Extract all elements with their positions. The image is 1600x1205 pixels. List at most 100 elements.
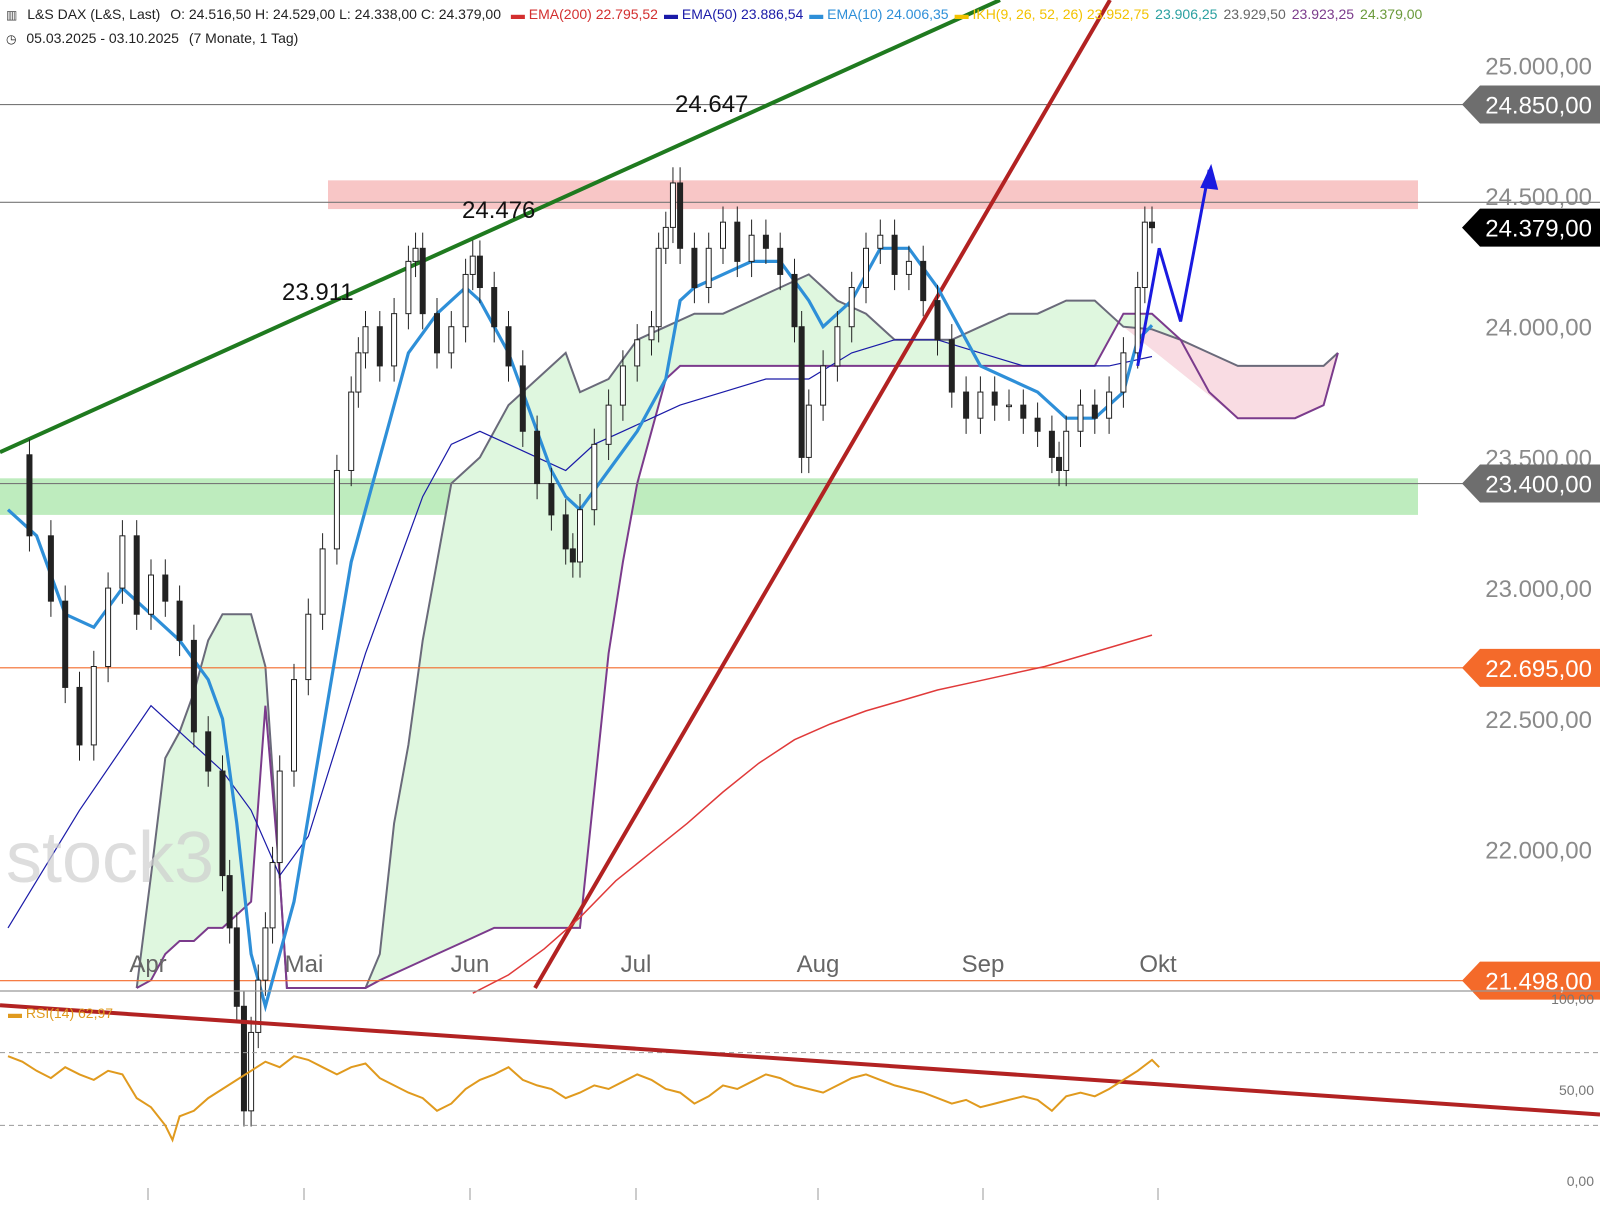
price-badge [1462,208,1600,247]
candle-body [276,770,283,864]
indicator-readout-1: ▬ EMA(50) 23.886,54 [663,6,804,22]
rsi-tick-label: 50,00 [1559,1082,1594,1098]
candle-body [820,365,827,406]
price-tick-label: 22.000,00 [1485,837,1592,864]
price-tick-label: 23.000,00 [1485,576,1592,603]
candle-body [26,454,33,537]
price-tick-label: 25.000,00 [1485,53,1592,80]
month-label-Apr: Apr [129,951,166,978]
candle-body [848,287,855,328]
candle-body [934,300,941,341]
candle-body [920,260,927,302]
candle-body [1048,430,1055,458]
price-tick-label: 24.500,00 [1485,184,1592,211]
candle-body [219,770,226,877]
candle-body [1149,221,1155,229]
rsi-tick-label: 0,00 [1567,1173,1594,1189]
candle-body [348,391,355,471]
candle-body [669,182,676,228]
candle-body [777,247,784,275]
candle-body [205,731,212,772]
candle-body [1006,404,1012,408]
candle-body [762,234,769,249]
candle-body [791,273,798,328]
candle-body [305,613,312,681]
candle-body [734,221,741,262]
candle-body [240,1005,247,1112]
annotation-24.476: 24.476 [462,197,535,224]
ikh-value-1: 23.929,50 [1223,6,1286,22]
indicator-readout-2: ▬ EMA(10) 24.006,35 [809,6,949,22]
candle-body [1091,404,1098,419]
date-range-note: (7 Monate, 1 Tag) [188,30,299,46]
candle-body [469,255,476,275]
candle-body [319,548,326,615]
ikh-value-2: 23.923,25 [1291,6,1355,22]
candle-body [691,247,698,289]
candle-body [491,287,498,328]
ichimoku-cloud-bull [136,274,1238,988]
trendline-green [0,0,1001,455]
ichimoku-span-b [136,312,1339,989]
candle-body [291,679,297,772]
price-tick-label: 24.000,00 [1485,315,1592,342]
candle-body [62,600,69,688]
candle-body [162,574,169,602]
candle-body [963,391,970,419]
month-label-Okt: Okt [1139,951,1177,978]
ohlc-readout: O: 24.516,50 H: 24.529,00 L: 24.338,00 C… [170,6,501,22]
rsi-trendline [0,1003,1600,1117]
candle-body [748,234,755,262]
candle-body [877,234,884,249]
candle-body [1077,404,1084,432]
candle-body [662,226,669,249]
candle-body [948,339,955,393]
candle-body [376,326,383,367]
watermark: stock3 [6,818,214,898]
candle-body [891,234,898,275]
candle-body [362,326,369,354]
candle-body [977,391,984,419]
annotation-23.911: 23.911 [282,279,354,306]
candle-body [534,430,541,485]
candle-body [519,365,526,432]
candle-body [1056,456,1063,471]
date-range: 05.03.2025 - 03.10.2025 [26,30,179,46]
candle-body [90,666,97,746]
candle-body [119,535,126,589]
candle-body [1134,287,1141,354]
chart-type-icon[interactable]: ▥ [6,8,18,22]
candle-body [262,927,269,981]
candle-body [355,352,362,393]
ichimoku-span-a [135,273,1339,989]
ema10-line [6,246,1154,1013]
month-label-Sep: Sep [962,951,1005,978]
candle-body [1106,391,1113,419]
candle-body [462,273,469,328]
candle-body [47,535,54,602]
candle-body [1141,221,1148,289]
candle-body [562,514,569,550]
candle-body [720,221,726,249]
forecast-arrowhead [1200,163,1219,190]
candle-body [476,255,483,289]
candle-body [805,404,812,458]
candle-body [634,339,641,367]
price-badge-label: 24.850,00 [1485,93,1592,120]
month-label-Aug: Aug [797,951,840,978]
candle-body [1120,352,1127,393]
candle-body [798,326,805,458]
chart-header: ▥ L&S DAX (L&S, Last) O: 24.516,50 H: 24… [6,6,1434,22]
clock-icon: ◷ [6,32,17,46]
candle-body [233,927,240,1007]
candle-body [991,391,998,406]
candle-body [333,469,340,550]
price-tick-label: 22.500,00 [1485,707,1592,734]
candle-body [434,313,440,354]
instrument-name: L&S DAX (L&S, Last) [27,6,161,22]
price-badge-label: 22.695,00 [1485,656,1592,683]
candle-body [405,260,412,315]
rsi-label: ▬ RSI(14) 62,97 [8,1005,113,1021]
candle-body [1063,430,1070,471]
